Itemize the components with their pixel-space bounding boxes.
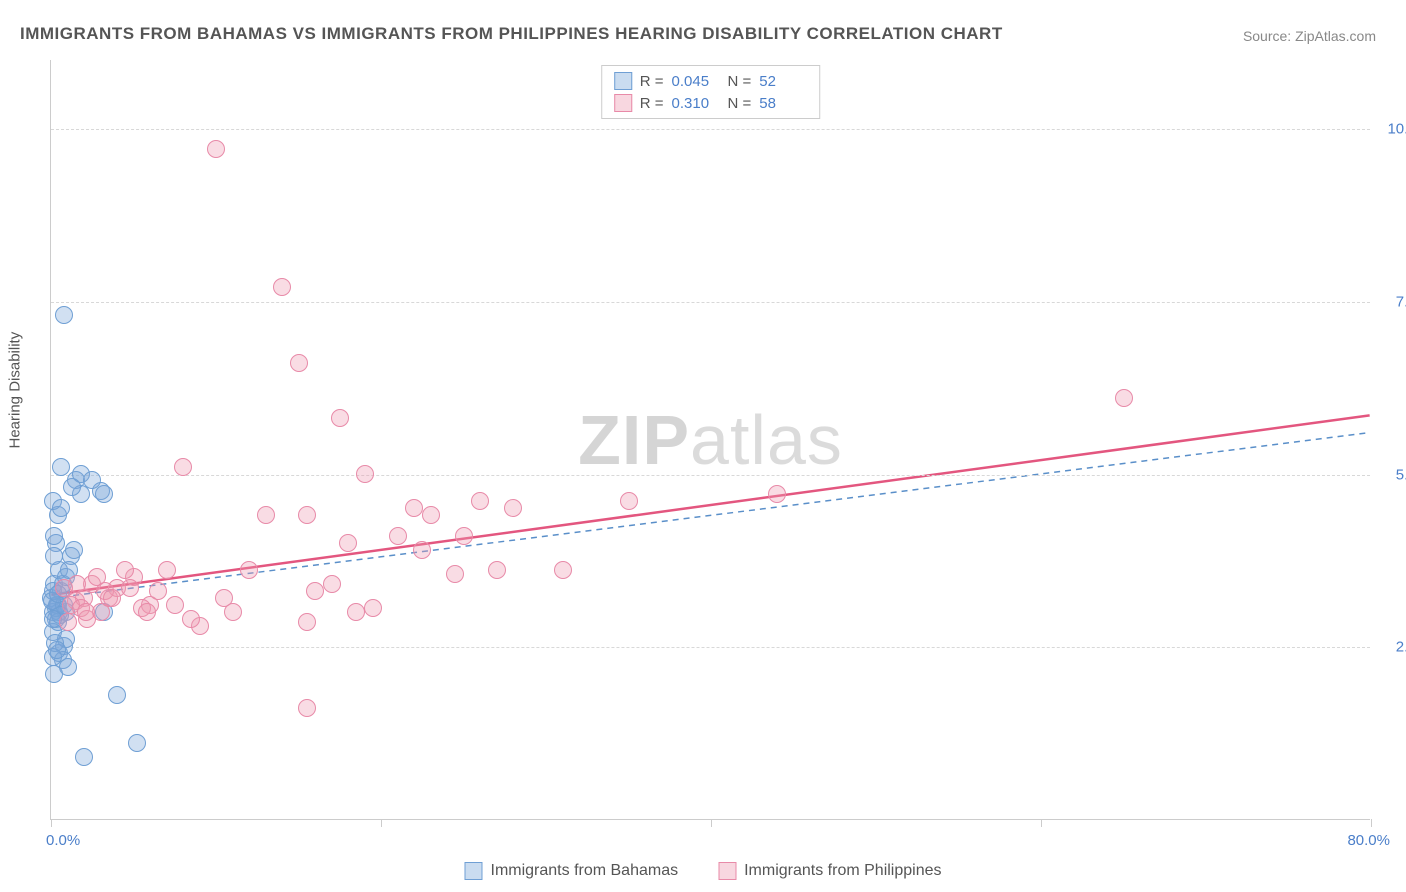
scatter-point	[45, 665, 63, 683]
label-n: N =	[728, 95, 752, 112]
gridline-h	[51, 302, 1370, 303]
scatter-point	[55, 579, 73, 597]
scatter-point	[488, 561, 506, 579]
swatch-blue-icon	[614, 72, 632, 90]
scatter-point	[77, 603, 95, 621]
legend-item-bahamas: Immigrants from Bahamas	[464, 862, 678, 880]
scatter-point	[108, 686, 126, 704]
scatter-point	[65, 541, 83, 559]
stats-row-bahamas: R = 0.045 N = 52	[614, 70, 808, 92]
value-r-philippines: 0.310	[672, 95, 720, 112]
scatter-point	[174, 458, 192, 476]
stats-row-philippines: R = 0.310 N = 58	[614, 92, 808, 114]
scatter-point	[554, 561, 572, 579]
gridline-h	[51, 475, 1370, 476]
swatch-pink-icon	[614, 94, 632, 112]
y-axis-title: Hearing Disability	[7, 332, 24, 449]
bottom-legend: Immigrants from Bahamas Immigrants from …	[464, 862, 941, 880]
chart-title: IMMIGRANTS FROM BAHAMAS VS IMMIGRANTS FR…	[20, 24, 1003, 44]
scatter-point	[240, 561, 258, 579]
scatter-point	[389, 527, 407, 545]
scatter-point	[207, 140, 225, 158]
x-tick	[51, 819, 52, 827]
scatter-point	[298, 699, 316, 717]
scatter-point	[768, 485, 786, 503]
scatter-point	[55, 306, 73, 324]
scatter-point	[290, 354, 308, 372]
scatter-point	[45, 547, 63, 565]
scatter-point	[83, 471, 101, 489]
scatter-point	[331, 409, 349, 427]
scatter-point	[273, 278, 291, 296]
y-tick-label: 10.0%	[1387, 121, 1406, 138]
legend-item-philippines: Immigrants from Philippines	[718, 862, 941, 880]
legend-label-philippines: Immigrants from Philippines	[744, 862, 941, 880]
scatter-point	[1115, 389, 1133, 407]
scatter-point	[405, 499, 423, 517]
scatter-point	[48, 641, 66, 659]
scatter-point	[298, 506, 316, 524]
x-tick-label-last: 80.0%	[1347, 832, 1390, 849]
watermark: ZIPatlas	[578, 400, 843, 480]
scatter-point	[52, 458, 70, 476]
scatter-point	[364, 599, 382, 617]
scatter-point	[298, 613, 316, 631]
label-n: N =	[728, 73, 752, 90]
scatter-point	[95, 485, 113, 503]
scatter-point	[103, 589, 121, 607]
x-tick	[1041, 819, 1042, 827]
scatter-point	[339, 534, 357, 552]
x-tick	[711, 819, 712, 827]
scatter-point	[45, 527, 63, 545]
y-tick-label: 5.0%	[1396, 466, 1406, 483]
scatter-point	[63, 478, 81, 496]
x-tick	[381, 819, 382, 827]
trend-lines-svg	[51, 60, 1370, 819]
swatch-pink-icon	[718, 862, 736, 880]
y-tick-label: 2.5%	[1396, 639, 1406, 656]
scatter-point	[306, 582, 324, 600]
watermark-bold: ZIP	[578, 401, 690, 479]
scatter-point	[471, 492, 489, 510]
chart-plot-area: ZIPatlas R = 0.045 N = 52 R = 0.310 N = …	[50, 60, 1370, 820]
gridline-h	[51, 647, 1370, 648]
swatch-blue-icon	[464, 862, 482, 880]
scatter-point	[149, 582, 167, 600]
scatter-point	[128, 734, 146, 752]
y-tick-label: 7.5%	[1396, 293, 1406, 310]
value-r-bahamas: 0.045	[672, 73, 720, 90]
scatter-point	[166, 596, 184, 614]
scatter-point	[59, 613, 77, 631]
scatter-point	[138, 603, 156, 621]
label-r: R =	[640, 73, 664, 90]
x-tick	[1371, 819, 1372, 827]
scatter-point	[75, 748, 93, 766]
scatter-point	[116, 561, 134, 579]
scatter-point	[455, 527, 473, 545]
value-n-bahamas: 52	[759, 73, 807, 90]
stats-legend: R = 0.045 N = 52 R = 0.310 N = 58	[601, 65, 821, 119]
scatter-point	[158, 561, 176, 579]
scatter-point	[446, 565, 464, 583]
gridline-h	[51, 129, 1370, 130]
x-tick-label-first: 0.0%	[46, 832, 80, 849]
scatter-point	[504, 499, 522, 517]
scatter-point	[347, 603, 365, 621]
scatter-point	[121, 579, 139, 597]
scatter-point	[224, 603, 242, 621]
scatter-point	[620, 492, 638, 510]
source-label: Source: ZipAtlas.com	[1243, 28, 1376, 44]
scatter-point	[257, 506, 275, 524]
legend-label-bahamas: Immigrants from Bahamas	[490, 862, 678, 880]
scatter-point	[422, 506, 440, 524]
scatter-point	[182, 610, 200, 628]
watermark-rest: atlas	[690, 401, 843, 479]
label-r: R =	[640, 95, 664, 112]
scatter-point	[52, 499, 70, 517]
value-n-philippines: 58	[759, 95, 807, 112]
scatter-point	[413, 541, 431, 559]
scatter-point	[356, 465, 374, 483]
scatter-point	[323, 575, 341, 593]
